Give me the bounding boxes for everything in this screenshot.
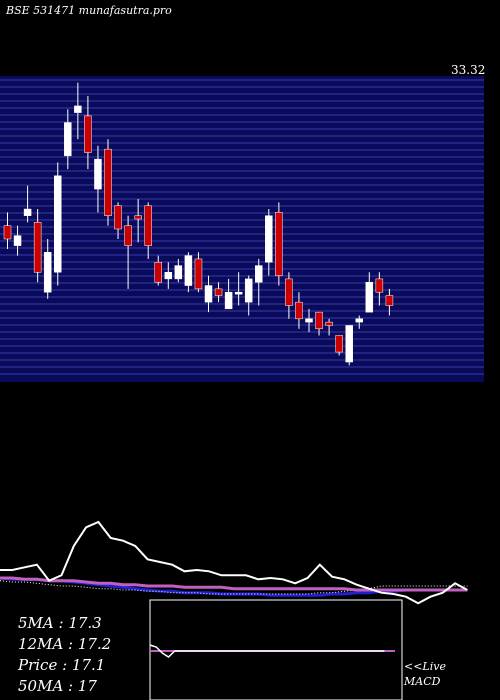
candle-down (104, 148, 112, 216)
candle-down (134, 215, 142, 220)
stat-5ma: 5MA : 17.3 (18, 614, 102, 632)
candle-up (204, 285, 213, 303)
candle-up (164, 271, 173, 280)
candle-up (305, 318, 313, 323)
macd-line (149, 644, 385, 658)
candle-down (154, 262, 162, 283)
candle-up (265, 215, 273, 263)
candle-up (234, 291, 243, 295)
candle-down (84, 115, 92, 153)
candle-down (285, 278, 293, 306)
candle-down (194, 258, 203, 290)
candle-down (325, 321, 333, 326)
candlestick-series (3, 82, 394, 366)
candle-up (224, 291, 233, 310)
candle-down (214, 288, 223, 296)
candle-up (184, 255, 193, 286)
candle-up (355, 318, 363, 323)
macd-panel (149, 644, 395, 658)
price-top-label: 33.32 (451, 63, 485, 77)
price-grid (0, 79, 484, 375)
candle-down (114, 205, 122, 230)
price-panel-background (0, 76, 484, 382)
chart-header: BSE 531471 munafasutra.pro (6, 4, 172, 17)
candle-down (295, 301, 303, 320)
price-line (0, 520, 468, 605)
macd-live-label: <<Live (404, 660, 446, 673)
ma-dotted-line (0, 580, 468, 595)
candle-up (54, 175, 62, 273)
candle-down (375, 278, 384, 293)
candle-up (255, 265, 263, 283)
candle-up (43, 252, 52, 293)
candle-up (13, 235, 22, 246)
candle-up (74, 105, 82, 113)
candle-down (124, 225, 132, 246)
candle-down (315, 311, 323, 330)
candle-down (385, 295, 394, 306)
candle-up (23, 208, 32, 216)
candle-up (174, 265, 183, 280)
candle-up (365, 281, 374, 313)
macd-title-label: MACD (404, 675, 441, 688)
stat-12ma: 12MA : 17.2 (18, 635, 112, 653)
candle-down (144, 205, 152, 246)
candle-up (244, 278, 253, 303)
candle-down (275, 212, 283, 276)
stat-50ma: 50MA : 17 (18, 677, 97, 695)
candle-up (345, 325, 353, 363)
stat-price: Price : 17.1 (18, 656, 106, 674)
ma-short-line (0, 576, 468, 592)
candle-down (33, 222, 42, 273)
candle-down (335, 335, 343, 353)
indicator-panel (0, 520, 468, 605)
candle-up (64, 122, 72, 157)
candle-down (3, 225, 12, 240)
candle-up (94, 158, 102, 190)
